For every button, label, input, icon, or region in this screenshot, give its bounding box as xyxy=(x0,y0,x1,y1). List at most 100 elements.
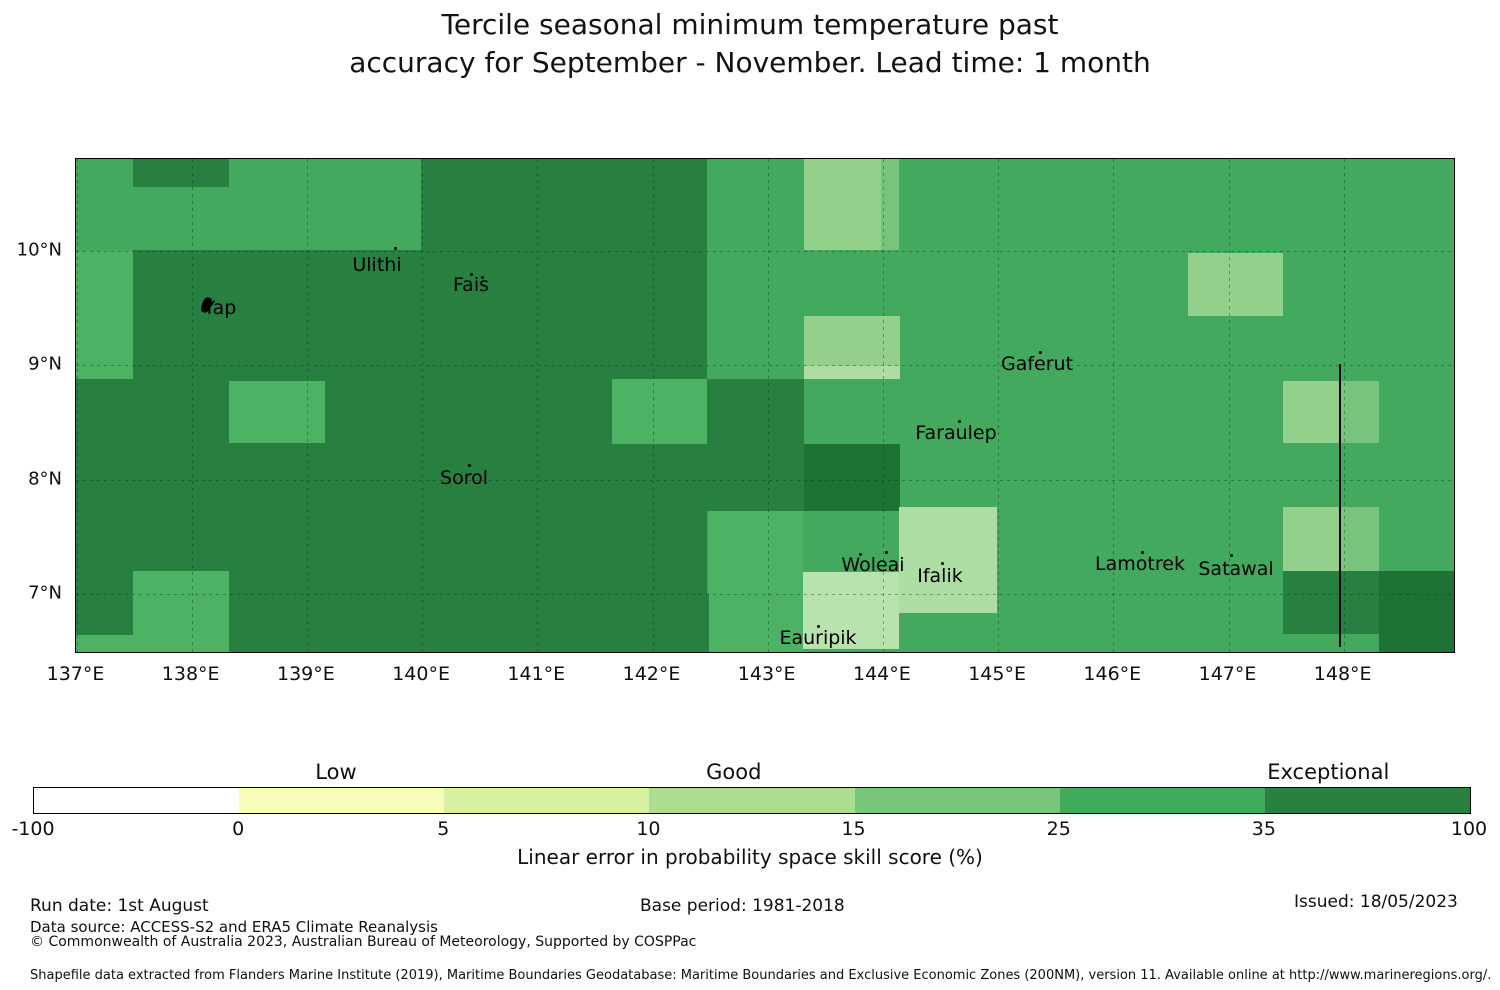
x-axis-tick-label: 139°E xyxy=(277,663,335,685)
island-label: Woleai xyxy=(841,554,905,576)
island-label: Gaferut xyxy=(1000,353,1074,375)
map-cell xyxy=(229,594,709,652)
colorbar-segment xyxy=(444,788,650,813)
colorbar-tick-label: 35 xyxy=(1251,818,1276,840)
map-cell xyxy=(1379,571,1454,652)
colorbar-tick-label: 15 xyxy=(841,818,866,840)
longitude-gridline xyxy=(537,159,539,652)
y-axis-tick-label: 10°N xyxy=(16,239,62,260)
colorbar-segment xyxy=(854,788,1060,813)
map-cell xyxy=(612,379,707,444)
map-cell xyxy=(1341,381,1379,443)
longitude-gridline xyxy=(1228,159,1230,652)
map-cell xyxy=(1283,507,1341,571)
island-marker-dot xyxy=(468,464,471,467)
map-cell xyxy=(803,572,899,649)
map-plot-area: Yap Ulithi Fais Gaferut Faraulep Sorol Woleai I… xyxy=(75,158,1455,653)
map-cell xyxy=(709,511,803,652)
map-cell xyxy=(1188,253,1283,316)
map-cell xyxy=(229,381,325,443)
x-axis-tick-label: 142°E xyxy=(622,663,681,685)
colorbar-segment xyxy=(649,788,855,813)
map-cell xyxy=(133,250,707,594)
x-axis-tick-label: 138°E xyxy=(161,663,220,685)
longitude-gridline xyxy=(998,159,1000,652)
longitude-gridline xyxy=(882,159,884,652)
latitude-gridline xyxy=(76,250,1454,252)
longitude-gridline xyxy=(1343,159,1345,652)
map-cell xyxy=(899,507,997,613)
copyright-text: © Commonwealth of Australia 2023, Austra… xyxy=(30,934,697,950)
island-label: Ifalik xyxy=(917,565,963,587)
island-label: Satawal xyxy=(1198,558,1274,580)
island-marker-dot xyxy=(958,420,961,423)
chart-title-line1: Tercile seasonal minimum temperature pas… xyxy=(441,8,1059,41)
longitude-gridline xyxy=(1113,159,1115,652)
colorbar-category-label: Good xyxy=(706,760,762,784)
colorbar-tick-label: 10 xyxy=(636,818,661,840)
base-period-text: Base period: 1981-2018 xyxy=(640,896,845,916)
colorbar-tick-label: 5 xyxy=(437,818,450,840)
x-axis-tick-label: 143°E xyxy=(737,663,796,685)
colorbar-tick-label: 0 xyxy=(232,818,245,840)
longitude-gridline xyxy=(76,159,78,652)
colorbar-tick-label: -100 xyxy=(11,818,55,840)
map-cell xyxy=(133,571,229,652)
longitude-gridline xyxy=(191,159,193,652)
data-source-text: Data source: ACCESS-S2 and ERA5 Climate … xyxy=(30,918,438,936)
island-marker-dot xyxy=(1230,554,1233,557)
island-marker-dot xyxy=(885,551,888,554)
longitude-gridline xyxy=(767,159,769,652)
latitude-gridline xyxy=(76,594,1454,595)
map-cell xyxy=(133,159,229,187)
map-cell xyxy=(804,444,900,511)
colorbar-category-label: Low xyxy=(315,760,357,784)
colorbar-tick-label: 100 xyxy=(1450,818,1488,840)
map-cell xyxy=(421,159,707,250)
island-marker-dot xyxy=(481,276,484,279)
x-axis-tick-label: 148°E xyxy=(1313,663,1372,685)
island-marker-dot xyxy=(941,562,944,565)
map-cell xyxy=(804,316,900,366)
longitude-gridline xyxy=(652,159,654,652)
latitude-gridline xyxy=(76,365,1454,366)
eez-boundary-line xyxy=(1339,364,1341,647)
island-label: Eauripik xyxy=(779,627,857,649)
map-cell xyxy=(76,635,133,652)
island-marker-dot xyxy=(817,625,820,628)
y-axis-tick-label: 8°N xyxy=(28,468,62,489)
x-axis-tick-label: 146°E xyxy=(1083,663,1142,685)
map-cell xyxy=(1283,381,1341,443)
island-marker-dot xyxy=(859,553,862,556)
island-label: Sorol xyxy=(440,467,488,489)
island-marker-dot xyxy=(1039,351,1042,354)
x-axis-tick-label: 137°E xyxy=(46,663,105,685)
island-marker-dot xyxy=(470,273,473,276)
island-label: Lamotrek xyxy=(1095,553,1185,575)
island-label: Faraulep xyxy=(915,422,997,444)
map-cell xyxy=(804,366,900,379)
chart-title-line2: accuracy for September - November. Lead … xyxy=(349,46,1151,79)
x-axis-tick-label: 140°E xyxy=(392,663,450,685)
colorbar-axis-label: Linear error in probability space skill … xyxy=(517,845,983,869)
island-label: Ulithi xyxy=(352,254,402,276)
x-axis-tick-label: 145°E xyxy=(968,663,1026,685)
run-date-text: Run date: 1st August xyxy=(30,896,209,916)
latitude-gridline xyxy=(76,479,1454,481)
map-cell xyxy=(76,251,133,379)
x-axis-tick-label: 144°E xyxy=(853,663,911,685)
island-label: Fais xyxy=(452,274,490,296)
colorbar xyxy=(33,787,1471,814)
colorbar-category-label: Exceptional xyxy=(1267,760,1390,784)
island-marker-dot xyxy=(1141,551,1144,554)
map-cell xyxy=(76,379,133,635)
issued-date-text: Issued: 18/05/2023 xyxy=(1294,892,1458,912)
shapefile-note-text: Shapefile data extracted from Flanders M… xyxy=(30,968,1492,983)
island-marker-dot xyxy=(394,247,397,250)
longitude-gridline xyxy=(306,159,308,652)
colorbar-segment xyxy=(239,788,445,813)
longitude-gridline xyxy=(422,159,424,652)
map-cell xyxy=(707,379,804,511)
colorbar-segment xyxy=(1059,788,1265,813)
